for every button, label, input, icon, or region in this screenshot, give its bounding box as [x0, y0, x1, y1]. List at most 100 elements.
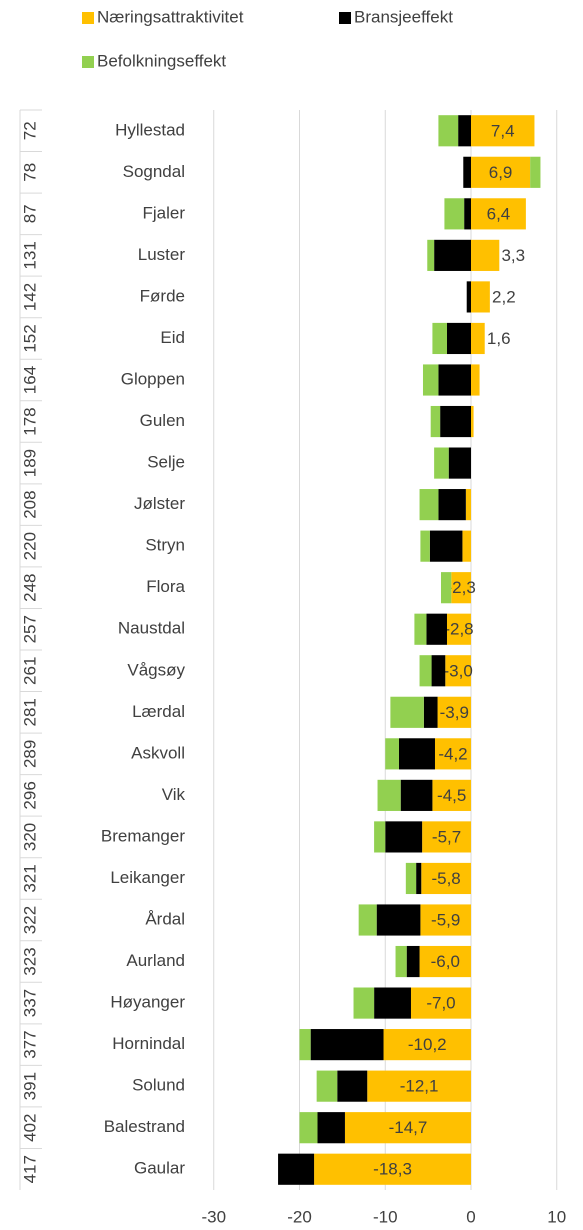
group-label: 257 [20, 615, 39, 643]
bar-segment [299, 1112, 318, 1144]
category-label: Balestrand [104, 1117, 185, 1136]
group-label: 87 [20, 204, 39, 223]
bar-segment [429, 530, 463, 562]
data-label: 3,3 [501, 246, 525, 265]
bar-segment [434, 447, 449, 479]
data-label: -3,0 [443, 661, 472, 680]
group-label: 289 [20, 740, 39, 768]
bar-segment [438, 364, 471, 396]
bar-segment [466, 281, 471, 313]
data-label: -4,2 [438, 744, 467, 763]
bar-segment [422, 821, 471, 853]
category-label: Gaular [134, 1159, 185, 1178]
bar-segment [462, 530, 471, 562]
bar-segment [420, 904, 471, 936]
data-label: -14,7 [389, 1118, 428, 1137]
data-label: 2,2 [492, 287, 516, 306]
x-tick-label: -10 [373, 1207, 398, 1226]
bar-segment [420, 530, 430, 562]
bar-segment [406, 945, 420, 978]
bar-segment [414, 613, 427, 645]
group-label: 248 [20, 574, 39, 602]
data-label: -5,8 [431, 869, 460, 888]
bar-segment [416, 862, 422, 895]
group-label: 321 [20, 864, 39, 892]
bar-segment [434, 738, 471, 770]
group-label: 296 [20, 781, 39, 809]
group-label: 178 [20, 407, 39, 435]
bar-segment [344, 1112, 471, 1144]
category-label: Askvoll [131, 743, 185, 762]
bar-segment [471, 364, 480, 396]
group-label: 417 [20, 1155, 39, 1183]
bar-segment [299, 1029, 311, 1061]
bar-segment [278, 1153, 315, 1185]
bar-segment [419, 945, 471, 978]
x-tick-label: 10 [547, 1207, 566, 1226]
bar-segment [431, 655, 446, 687]
bar-segment [395, 945, 407, 978]
bar-segment [426, 613, 447, 645]
group-label: 322 [20, 906, 39, 934]
bar-segment [438, 489, 466, 521]
bar-segment [374, 821, 386, 853]
bar-segment [310, 1029, 384, 1061]
bar-segment [463, 156, 471, 188]
data-label: -6,0 [431, 952, 460, 971]
bar-segment [471, 239, 500, 271]
bar-segment [440, 572, 452, 604]
data-label: -18,3 [373, 1160, 412, 1179]
bar-segment [432, 322, 447, 355]
bar-segment [451, 572, 471, 604]
bar-segment [427, 239, 435, 271]
bar-segment [400, 779, 433, 811]
bar-segment [317, 1112, 345, 1144]
bar-segment [358, 904, 377, 936]
category-label: Eid [160, 328, 185, 347]
bar-segment [446, 613, 471, 645]
data-label: -12,1 [400, 1077, 439, 1096]
bar-segment [385, 738, 399, 770]
legend-swatch [339, 12, 351, 24]
group-label: 391 [20, 1072, 39, 1100]
bar-segment [471, 405, 474, 438]
bar-segment [437, 696, 471, 728]
category-label: Vik [162, 785, 186, 804]
data-label: -5,9 [431, 910, 460, 929]
category-label: Flora [146, 577, 185, 596]
category-label: Hornindal [112, 1034, 185, 1053]
data-label: 7,4 [491, 121, 515, 140]
category-label: Lærdal [132, 702, 185, 721]
bar-segment [376, 904, 421, 936]
group-label: 72 [20, 121, 39, 140]
category-label: Aurland [126, 951, 185, 970]
bar-segment [448, 447, 471, 479]
legend-label: Befolkningseffekt [97, 51, 226, 70]
group-label: 152 [20, 324, 39, 352]
category-label: Bremanger [101, 826, 185, 845]
group-label: 320 [20, 823, 39, 851]
bar-segment [465, 489, 471, 521]
bar-segment [419, 489, 439, 521]
x-tick-label: -30 [201, 1207, 226, 1226]
bar-segment [314, 1153, 471, 1185]
bar-segment [367, 1070, 471, 1102]
x-tick-label: -20 [287, 1207, 312, 1226]
legend-swatch [82, 56, 94, 68]
category-label: Naustdal [118, 619, 185, 638]
group-label: 337 [20, 989, 39, 1017]
group-label: 131 [20, 241, 39, 269]
bar-segment [471, 156, 531, 188]
bar-segment [471, 115, 535, 147]
category-label: Luster [138, 245, 186, 264]
category-label: Hyllestad [115, 120, 185, 139]
category-label: Gloppen [121, 369, 185, 388]
group-label: 78 [20, 163, 39, 182]
group-label: 281 [20, 698, 39, 726]
category-label: Førde [140, 286, 185, 305]
data-label: -10,2 [408, 1035, 447, 1054]
bar-segment [530, 156, 541, 188]
bar-segment [337, 1070, 368, 1102]
bar-segment [471, 198, 526, 230]
data-label: -2,8 [444, 620, 473, 639]
